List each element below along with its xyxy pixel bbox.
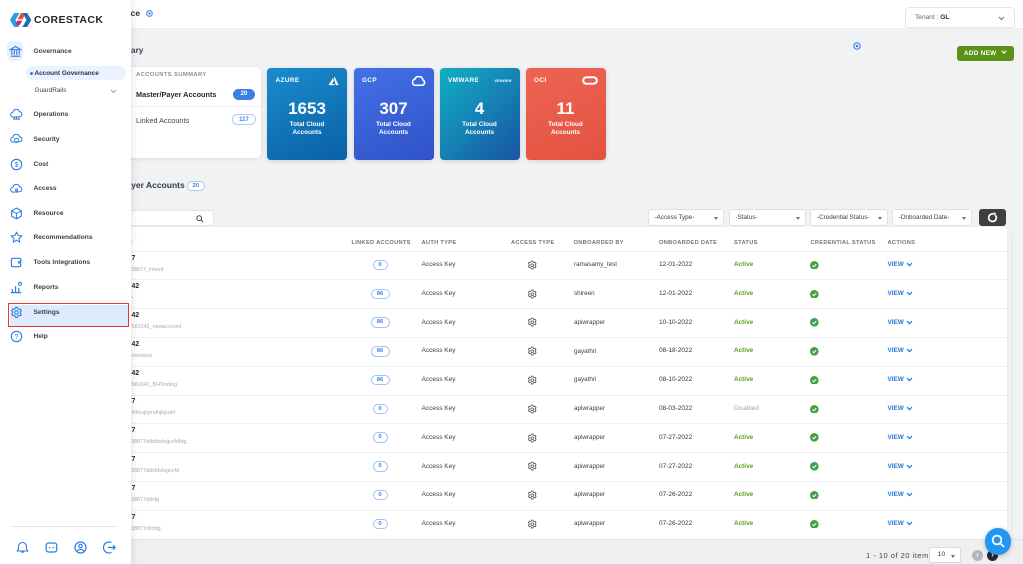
svg-text:$: $ bbox=[15, 162, 19, 169]
svg-text:?: ? bbox=[15, 334, 19, 341]
